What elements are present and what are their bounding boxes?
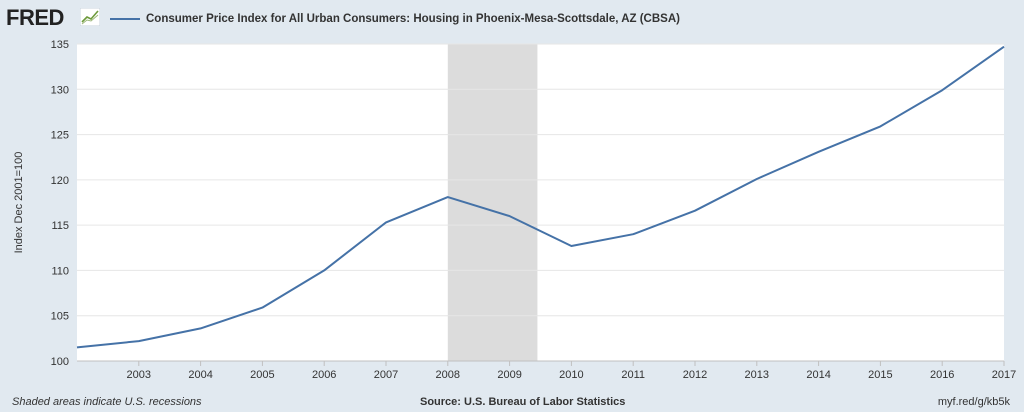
series-layer: [76, 45, 1005, 349]
recession-note: Shaded areas indicate U.S. recessions: [12, 396, 202, 408]
recession-band: [447, 44, 538, 361]
series-line: [76, 45, 1005, 349]
x-tick-label: 2017: [992, 369, 1016, 381]
x-tick-label: 2016: [930, 369, 954, 381]
fred-logo-graph-icon: [80, 8, 100, 26]
chart-footer: Shaded areas indicate U.S. recessions So…: [0, 394, 1024, 410]
x-tick-label: 2013: [745, 369, 769, 381]
x-tick-label: 2010: [559, 369, 583, 381]
y-tick-label: 120: [51, 175, 69, 187]
x-tick-label: 2015: [868, 369, 892, 381]
source-note: Source: U.S. Bureau of Labor Statistics: [420, 396, 626, 408]
x-tick-label: 2003: [127, 369, 151, 381]
x-tick-label: 2005: [250, 369, 274, 381]
legend-label: Consumer Price Index for All Urban Consu…: [146, 13, 680, 25]
y-tick-label: 130: [51, 84, 69, 96]
y-tick-label: 100: [51, 356, 69, 368]
grid-layer: [77, 43, 1004, 362]
x-tick-label: 2004: [188, 369, 212, 381]
y-axis-ticks: 100 105 110 115 120 125 130 135: [51, 39, 69, 368]
y-tick-label: 115: [51, 220, 69, 232]
x-tick-label: 2007: [374, 369, 398, 381]
y-axis-label: Index Dec 2001=100: [13, 152, 25, 254]
y-tick-label: 125: [51, 130, 69, 142]
x-tick-label: 2012: [683, 369, 707, 381]
recession-layer: [447, 44, 538, 361]
x-tick-label: 2009: [497, 369, 521, 381]
x-tick-label: 2008: [436, 369, 460, 381]
chart-header: FRED Consumer Price Index for All Urban …: [0, 0, 1024, 36]
legend-swatch: [110, 18, 140, 20]
x-tick-label: 2011: [621, 369, 645, 381]
y-tick-label: 110: [51, 265, 69, 277]
x-tick-label: 2006: [312, 369, 336, 381]
x-tick-label: 2014: [806, 369, 830, 381]
x-axis-ticks: 2003 2004 2005 2006 2007 2008 2009 2010 2011 2012…: [77, 360, 1016, 381]
y-tick-label: 105: [51, 311, 69, 323]
plot-background: [77, 44, 1004, 361]
y-tick-label: 135: [51, 39, 69, 51]
chart-legend: Consumer Price Index for All Urban Consu…: [110, 10, 680, 28]
short-url-link[interactable]: myf.red/g/kb5k: [937, 396, 1010, 408]
fred-logo: FRED: [6, 5, 64, 30]
